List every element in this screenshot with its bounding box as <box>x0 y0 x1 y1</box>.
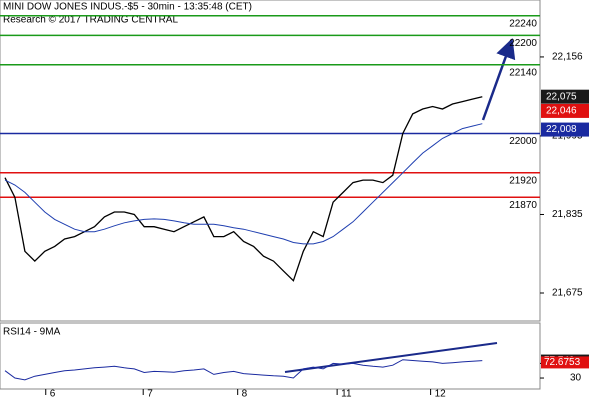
level-label: 22240 <box>509 18 537 29</box>
arrow <box>481 37 516 121</box>
price-tag <box>541 89 589 104</box>
chart-title: MINI DOW JONES INDUS.-$5 - 30min - 13:35… <box>3 2 252 13</box>
y-tick-label: 22,156 <box>552 52 583 63</box>
level-label: 22200 <box>509 38 537 49</box>
rsi-tag-label: 72.6753 <box>544 357 581 368</box>
rsi-trendline <box>284 342 498 373</box>
price-tag-label: 22,008 <box>546 124 577 135</box>
rsi-tick-label: 30 <box>570 373 582 384</box>
x-tick-label: 7 <box>147 389 153 400</box>
y-tick-label: 21,835 <box>552 209 583 220</box>
x-tick-label: 11 <box>341 389 352 400</box>
rsi-line <box>4 359 483 381</box>
level-label: 22000 <box>509 136 537 147</box>
level-label: 22140 <box>509 67 537 78</box>
level-label: 21920 <box>509 175 537 186</box>
level-label: 21870 <box>509 200 537 211</box>
series-line <box>4 123 483 245</box>
price-tag-label: 22,046 <box>546 106 577 117</box>
x-tick-label: 6 <box>50 389 56 400</box>
x-tick-label: 12 <box>435 389 447 400</box>
price-tag <box>541 122 589 137</box>
main-panel <box>0 0 541 322</box>
rsi-panel <box>0 322 541 390</box>
y-tick-label: 21,675 <box>552 288 583 299</box>
price-tag <box>541 103 589 118</box>
x-tick-label: 8 <box>242 389 248 400</box>
rsi-title: RSI14 - 9MA <box>3 327 61 338</box>
price-tag-label: 22,075 <box>546 91 577 102</box>
chart-subtitle: Research © 2017 TRADING CENTRAL <box>3 15 178 26</box>
rsi-tag <box>541 356 589 369</box>
